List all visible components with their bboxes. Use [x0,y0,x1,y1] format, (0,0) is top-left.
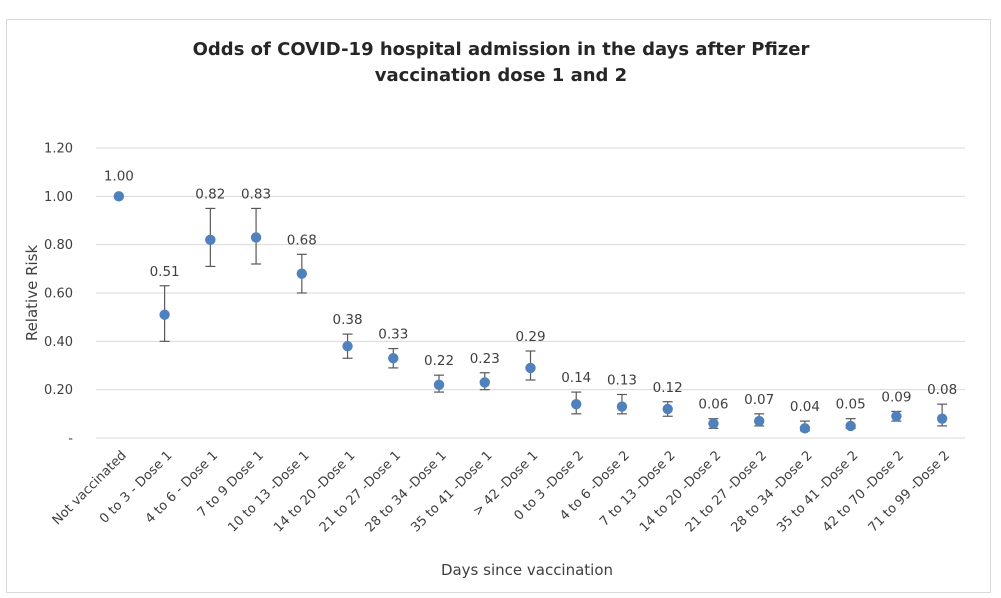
gridlines [96,147,965,439]
data-label: 0.51 [150,264,180,280]
data-point [799,423,811,434]
data-label: 0.33 [378,327,408,343]
data-label: 0.29 [515,329,545,345]
data-label: 0.13 [607,373,637,389]
data-point [250,232,262,243]
data-label: 0.04 [790,399,820,415]
data-label: 0.07 [744,392,774,408]
y-tick-label: 0.60 [44,287,73,302]
y-axis-title: Relative Risk [23,245,41,342]
data-point [433,379,445,391]
y-tick-label: 0.80 [44,238,73,253]
data-point [113,191,125,202]
data-point [845,420,856,432]
data-label: 0.83 [241,186,271,202]
chart-frame: Odds of COVID-19 hospital admission in t… [6,19,991,593]
data-point [388,353,399,364]
x-tick-label: 71 to 99 -Dose 2 [866,448,953,535]
data-point [159,309,170,320]
chart-svg: Odds of COVID-19 hospital admission in t… [23,39,965,579]
data-point [616,401,628,412]
x-tick-label: 14 to 20 -Dose 2 [637,448,724,535]
chart-title-line-2: vaccination dose 1 and 2 [375,65,627,86]
data-point [205,234,216,246]
data-labels: 1.00 0.51 0.82 0.83 0.68 0.38 0.33 0.22 0.23 0.29… [104,168,957,415]
data-label: 0.12 [653,380,683,396]
data-point [662,403,673,415]
data-label: 0.68 [287,232,317,248]
data-points [113,191,948,434]
x-tick-label: 21 to 27 -Dose 2 [683,448,770,535]
y-tick-label: - [68,432,73,447]
data-point [708,418,719,429]
data-label: 0.22 [424,353,454,369]
y-axis-ticks: - 0.20 0.40 0.60 0.80 1.00 1.20 [44,142,73,447]
data-point [891,411,902,422]
data-label: 0.05 [836,397,866,413]
y-tick-label: 1.00 [44,190,73,205]
y-tick-label: 1.20 [44,142,73,157]
data-point [571,398,582,410]
data-label: 1.00 [104,168,134,184]
data-point [753,415,765,427]
y-tick-label: 0.20 [44,383,73,398]
data-point [479,377,490,388]
x-tick-label: 28 to 34 -Dose 1 [363,448,450,535]
data-label: 0.08 [927,382,957,398]
x-axis-title: Days since vaccination [441,561,613,579]
data-point [936,413,948,424]
data-point [525,362,536,374]
chart-title: Odds of COVID-19 hospital admission in t… [193,39,810,86]
data-label: 0.09 [881,389,911,405]
data-label: 0.23 [470,351,500,367]
x-tick-label: 21 to 27 -Dose 1 [317,448,404,535]
data-label: 0.14 [561,370,591,386]
chart-title-line-1: Odds of COVID-19 hospital admission in t… [193,39,810,60]
x-tick-label: 10 to 13 -Dose 1 [225,448,312,535]
data-label: 0.06 [698,397,728,413]
data-label: 0.38 [333,312,363,328]
x-tick-label: 14 to 20 -Dose 1 [271,448,358,535]
x-tick-label: 28 to 34 -Dose 2 [729,448,816,535]
y-tick-label: 0.40 [44,335,73,350]
x-tick-label: 42 to 70 -Dose 2 [820,448,907,535]
data-label: 0.82 [195,186,225,202]
data-point [296,268,308,279]
x-tick-label: 35 to 41 -Dose 1 [408,448,495,535]
data-point [342,340,353,352]
error-bars [159,207,948,432]
x-tick-label: 35 to 41 -Dose 2 [774,448,861,535]
